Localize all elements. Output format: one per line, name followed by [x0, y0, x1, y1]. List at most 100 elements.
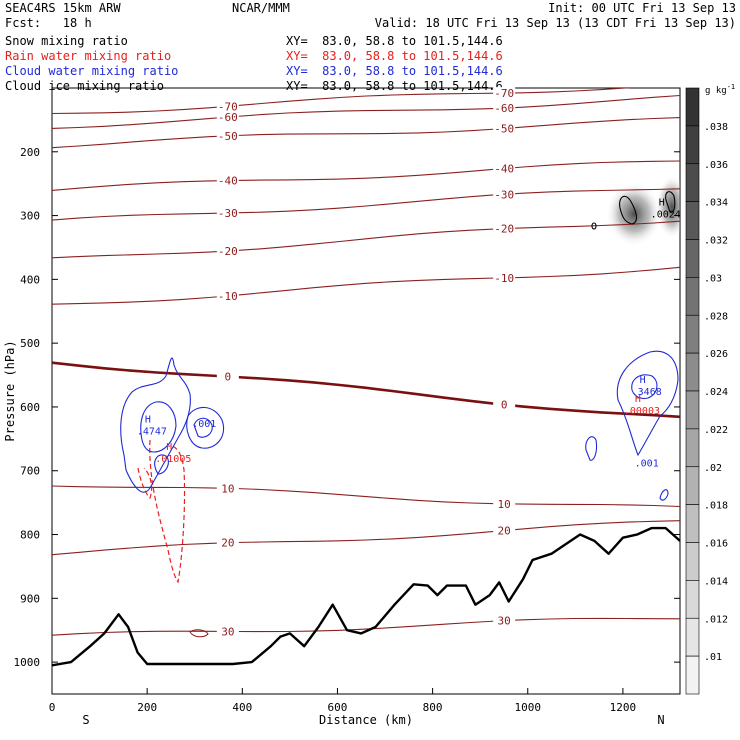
colorbar-unit-base: g kg	[705, 86, 727, 96]
isotherm-label-bg	[493, 87, 516, 100]
cloud-water-contour	[616, 350, 679, 457]
colorbar-label: .028	[704, 311, 728, 322]
isotherm-label: -50	[218, 130, 238, 143]
isotherm-label: -60	[218, 111, 238, 124]
cloud-water-contour	[193, 417, 213, 438]
cloud-ice-contour	[619, 195, 638, 225]
isotherm-label: 0	[501, 399, 508, 412]
isotherm-label-bg	[216, 100, 239, 113]
cloud-water-contour	[186, 406, 224, 449]
field-rain-name: Rain water mixing ratio	[5, 49, 172, 63]
colorbar-swatch	[685, 352, 700, 392]
init-time: Init: 00 UTC Fri 13 Sep 13	[548, 1, 736, 15]
isotherm-line	[52, 485, 680, 508]
colorbar-label: .03	[704, 273, 722, 284]
extremum-marker: H	[659, 198, 665, 209]
field-cloudwater-xy: XY= 83.0, 58.8 to 101.5,144.6	[286, 64, 503, 78]
isotherm-label: -10	[218, 290, 238, 303]
y-tick-label: 1000	[14, 656, 41, 669]
cloud-ice-shading	[606, 182, 662, 246]
isotherm-label-bg	[493, 188, 516, 201]
north-label: N	[657, 713, 664, 727]
colorbar-label: .026	[704, 349, 728, 360]
x-tick-label: 800	[423, 701, 443, 714]
y-axis-label: Pressure (hPa)	[3, 340, 17, 441]
isotherm-label-bg	[216, 370, 239, 383]
extremum-marker: H	[635, 394, 641, 405]
field-cloudice-name: Cloud ice mixing ratio	[5, 79, 164, 93]
isotherm-label: -10	[494, 272, 514, 285]
y-tick-label: 900	[20, 592, 40, 605]
y-tick-label: 800	[20, 529, 40, 542]
x-tick-label: 200	[137, 701, 157, 714]
x-tick-label: 400	[232, 701, 252, 714]
extremum-marker: H	[640, 375, 646, 386]
isotherm-group	[52, 88, 680, 636]
colorbar-swatch	[685, 314, 700, 354]
colorbar-label: .012	[704, 614, 728, 625]
isotherm-label: -30	[218, 207, 238, 220]
isotherm-label-bg	[493, 398, 516, 411]
isotherm-label-bg	[216, 207, 239, 220]
isotherm-label: -70	[218, 100, 238, 113]
isotherm-label: -40	[494, 163, 514, 176]
isotherm-label: 10	[221, 482, 234, 495]
field-snow-name: Snow mixing ratio	[5, 34, 128, 48]
colorbar-swatch	[685, 580, 700, 619]
extremum-value: .0024	[651, 210, 681, 221]
isotherm-label-bg	[216, 625, 239, 638]
extremum-value: .00003	[624, 406, 660, 417]
isotherm-label: -70	[494, 87, 514, 100]
south-label: S	[82, 713, 89, 727]
y-tick-label: 200	[20, 146, 40, 159]
isotherm-label: -60	[494, 102, 514, 115]
isotherm-label: 30	[498, 615, 511, 628]
colorbar-label: .016	[704, 539, 728, 550]
x-axis: 0 200 400 600 800 1000 1200	[49, 688, 636, 714]
x-tick-label: 1000	[515, 701, 542, 714]
isotherm-label-bg	[216, 482, 239, 495]
isotherm-label-bg	[493, 162, 516, 175]
isotherm-line	[52, 117, 680, 149]
isotherm-label-bg	[493, 222, 516, 235]
isotherm-label: 10	[498, 498, 511, 511]
colorbar-label: .014	[704, 576, 728, 587]
colorbar-label: .018	[704, 501, 728, 512]
colorbar-swatch	[685, 428, 700, 468]
colorbar-swatch	[685, 504, 700, 543]
isotherm-label-bg	[216, 536, 239, 549]
colorbar-swatch	[685, 617, 700, 657]
isotherm-label: -30	[494, 188, 514, 201]
colorbar-swatch	[685, 542, 700, 581]
field-cloudice-xy: XY= 83.0, 58.8 to 101.5,144.6	[286, 79, 503, 93]
x-tick-label: 600	[328, 701, 348, 714]
center-name: NCAR/MMM	[232, 1, 290, 15]
colorbar-swatch	[685, 87, 700, 127]
cloud-ice-contour	[665, 191, 676, 213]
rain-water-contour	[149, 439, 186, 584]
field-snow-xy: XY= 83.0, 58.8 to 101.5,144.6	[286, 34, 503, 48]
isotherm-label-bg	[216, 289, 239, 302]
isotherm-label-bg	[216, 245, 239, 258]
y-tick-label: 500	[20, 337, 40, 350]
cloud-water-contour	[140, 401, 177, 453]
isotherm-line	[52, 361, 680, 419]
isotherm-line	[52, 188, 680, 221]
isotherm-label: -20	[218, 245, 238, 258]
colorbar-swatch	[685, 163, 700, 202]
cloud-water-contour	[585, 436, 598, 461]
extremum-value: .001	[635, 458, 659, 469]
y-tick-label: 600	[20, 401, 40, 414]
isotherm-label-bg	[493, 122, 516, 135]
isotherm-line	[52, 520, 680, 556]
isotherm-label-bg	[216, 111, 239, 124]
isotherm-label: -20	[494, 223, 514, 236]
colorbar-label: .024	[704, 387, 728, 398]
colorbar-unit: g kg-1	[705, 83, 735, 96]
isotherm-label-bg	[493, 614, 516, 627]
extremum-value: .3468	[632, 387, 662, 398]
cloud-ice-contour	[591, 222, 597, 230]
x-tick-label: 1200	[610, 701, 637, 714]
